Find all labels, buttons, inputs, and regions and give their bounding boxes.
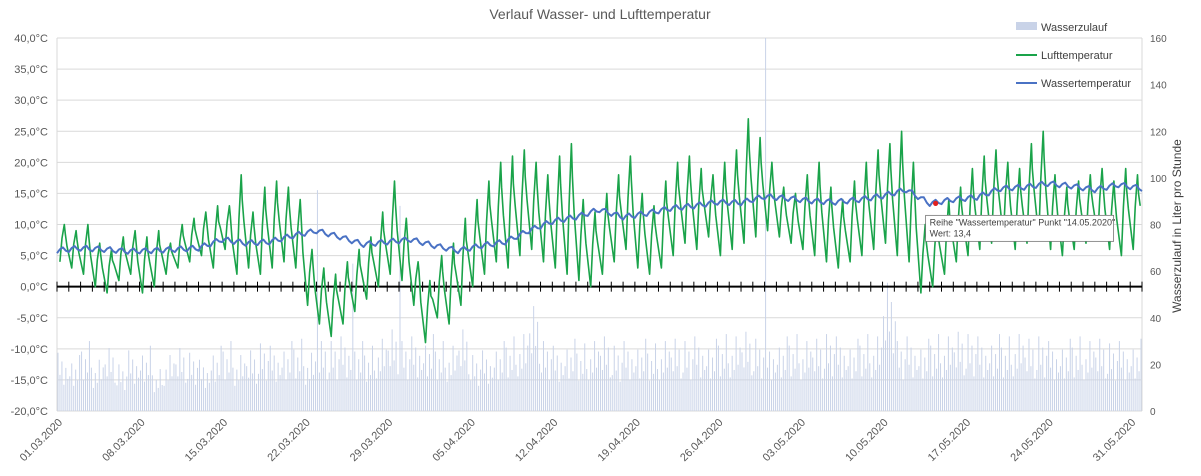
selected-point-marker[interactable] — [933, 200, 939, 206]
y-left-tick-label: -20,0°C — [11, 406, 48, 418]
legend-label-lufttemperatur: Lufttemperatur — [1041, 50, 1113, 62]
series-line-lufttemperatur — [59, 118, 1141, 344]
y-right-tick-label: 40 — [1150, 314, 1162, 325]
y-left-tick-label: 30,0°C — [14, 95, 48, 107]
water-inflow-bars — [57, 38, 1142, 411]
x-tick-label: 05.04.2020 — [430, 417, 477, 464]
x-tick-label: 24.05.2020 — [1008, 417, 1055, 464]
x-tick-label: 01.03.2020 — [18, 417, 65, 464]
x-tick-label: 12.04.2020 — [513, 417, 560, 464]
y-left-tick-label: -15,0°C — [11, 375, 48, 387]
legend-label-wasserzulauf: Wasserzulauf — [1041, 22, 1108, 34]
y-right-tick-label: 120 — [1150, 127, 1167, 138]
y-left-tick-label: 25,0°C — [14, 126, 48, 138]
y-right-tick-label: 160 — [1150, 34, 1167, 45]
y-right-tick-label: 100 — [1150, 174, 1167, 185]
y-right-tick-label: 20 — [1150, 360, 1162, 371]
zero-axis — [56, 281, 1143, 292]
y-left-tick-label: -5,0°C — [17, 313, 48, 325]
x-axis-ticks: 01.03.2020 08.03.2020 15.03.2020 22.03.2020… — [18, 417, 1139, 464]
y-left-tick-label: 40,0°C — [14, 33, 48, 45]
x-tick-label: 10.05.2020 — [843, 417, 890, 464]
y-left-tick-label: -10,0°C — [11, 344, 48, 356]
marked-point[interactable] — [933, 200, 939, 206]
legend-label-wassertemperatur: Wassertemperatur — [1041, 78, 1131, 90]
x-tick-label: 29.03.2020 — [348, 417, 395, 464]
right-axis-title: Wasserzulauf in Liter pro Stunde — [1170, 139, 1184, 313]
tooltip-box — [925, 214, 1115, 242]
y-left-tick-label: 0,0°C — [20, 282, 48, 294]
left-axis-ticks: -20,0°C -15,0°C -10,0°C -5,0°C 0,0°C 5,0°C 10,… — [11, 33, 48, 418]
y-left-tick-label: 15,0°C — [14, 188, 48, 200]
x-tick-label: 26.04.2020 — [678, 417, 725, 464]
x-tick-label: 15.03.2020 — [183, 417, 230, 464]
x-tick-label: 03.05.2020 — [761, 417, 808, 464]
y-right-tick-label: 80 — [1150, 221, 1162, 232]
series-lines — [56, 118, 1143, 344]
series-line-wassertemperatur — [56, 180, 1143, 255]
y-left-tick-label: 20,0°C — [14, 157, 48, 169]
y-left-tick-label: 5,0°C — [20, 251, 48, 263]
x-tick-label: 17.05.2020 — [926, 417, 973, 464]
legend: Wasserzulauf Lufttemperatur Wassertemperat… — [1016, 22, 1131, 90]
y-right-tick-label: 60 — [1150, 267, 1162, 278]
y-right-tick-label: 0 — [1150, 407, 1156, 418]
tooltip-value: Wert: 13,4 — [930, 228, 971, 238]
right-axis-ticks: 0 20 40 60 80 100 120 140 160 — [1150, 34, 1167, 418]
legend-swatch-wasserzulauf — [1016, 22, 1037, 30]
tooltip-series: Reihe "Wassertemperatur" Punkt "14.05.20… — [930, 217, 1116, 227]
point-tooltip: Reihe "Wassertemperatur" Punkt "14.05.20… — [925, 214, 1116, 242]
x-tick-label: 19.04.2020 — [596, 417, 643, 464]
y-left-tick-label: 10,0°C — [14, 220, 48, 232]
x-tick-label: 08.03.2020 — [100, 417, 147, 464]
chart-title: Verlauf Wasser- und Lufttemperatur — [489, 6, 711, 22]
y-right-tick-label: 140 — [1150, 81, 1167, 92]
y-left-tick-label: 35,0°C — [14, 64, 48, 76]
x-tick-label: 22.03.2020 — [265, 417, 312, 464]
x-tick-label: 31.05.2020 — [1091, 417, 1138, 464]
